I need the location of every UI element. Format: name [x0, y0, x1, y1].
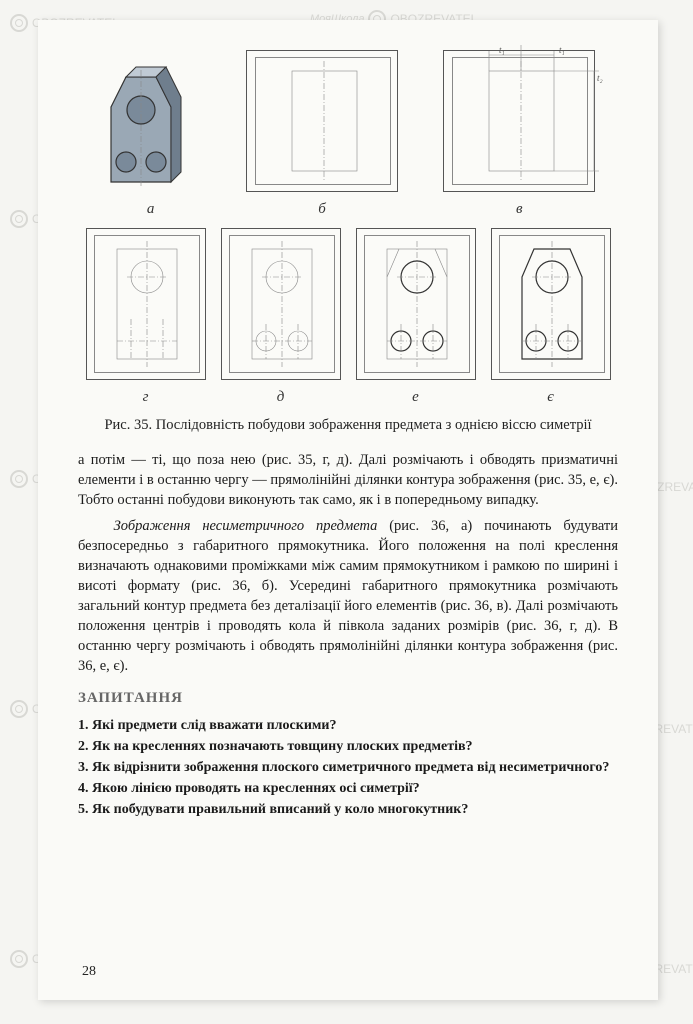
- svg-text:t₁: t₁: [499, 45, 505, 55]
- figure-caption: Рис. 35. Послідовність побудови зображен…: [78, 416, 618, 436]
- diagram-3d-part: [101, 52, 201, 192]
- fig-label-ye: є: [491, 389, 611, 406]
- question-3: 3. Як відрізнити зображення плоского сим…: [78, 757, 618, 778]
- question-1: 1. Які предмети слід вважати плоскими?: [78, 715, 618, 736]
- svg-text:t₁: t₁: [559, 45, 565, 55]
- page-number: 28: [82, 964, 96, 980]
- textbook-page: а б: [38, 20, 658, 1000]
- figure-ye: є: [491, 228, 611, 406]
- figure-a: а: [101, 52, 201, 218]
- figure-g: г: [86, 228, 206, 406]
- fig-label-d: д: [221, 389, 341, 406]
- figure-d: д: [221, 228, 341, 406]
- figure-row-bottom: г д: [78, 228, 618, 406]
- question-2: 2. Як на кресленнях позначають товщину п…: [78, 736, 618, 757]
- fig-label-e: е: [356, 389, 476, 406]
- fig-label-g: г: [86, 389, 206, 406]
- figure-v: t₁ t₁ t₂ в: [443, 50, 595, 218]
- para2-body: (рис. 36, а) починають будувати безпосер…: [78, 518, 618, 674]
- question-5: 5. Як побудувати правильний вписаний у к…: [78, 799, 618, 820]
- figure-e: е: [356, 228, 476, 406]
- para2-lead: Зображення несиметричного предмета: [114, 518, 378, 534]
- fig-label-v: в: [443, 201, 595, 218]
- questions-heading: ЗАПИТАННЯ: [78, 690, 618, 707]
- paragraph-1: а потім — ті, що поза нею (рис. 35, г, д…: [78, 450, 618, 510]
- fig-label-a: а: [101, 201, 201, 218]
- figure-row-top: а б: [78, 50, 618, 218]
- svg-text:t₂: t₂: [597, 73, 603, 83]
- paragraph-2: Зображення несиметричного предмета (рис.…: [78, 516, 618, 676]
- question-4: 4. Якою лінією проводять на кресленнях о…: [78, 778, 618, 799]
- figure-b: б: [246, 50, 398, 218]
- fig-label-b: б: [246, 201, 398, 218]
